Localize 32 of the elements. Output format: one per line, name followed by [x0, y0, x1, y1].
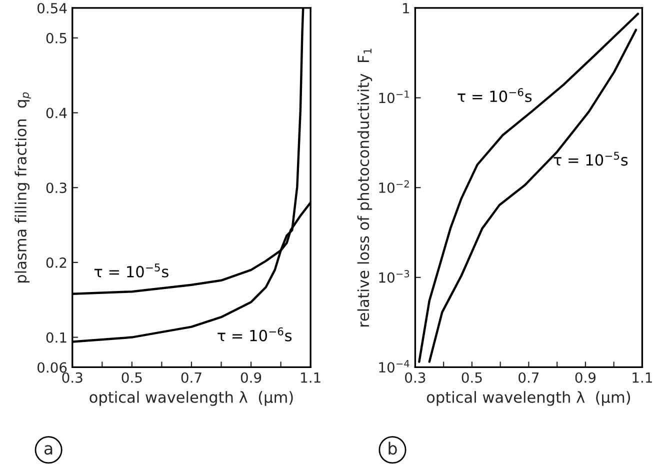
- x-tick-label: 0.3: [62, 372, 82, 383]
- x-tick-label: 0.5: [462, 372, 482, 383]
- series-label: τ = 10$^{−6}$s: [458, 88, 532, 102]
- y-tick-label: 0.5: [46, 32, 66, 44]
- x-tick-label: 0.5: [122, 372, 142, 383]
- x-axis-title: optical wavelength λ (µm): [426, 391, 630, 406]
- text: b: [388, 442, 397, 455]
- y-tick-label: 0.4: [46, 108, 67, 118]
- y-tick-label: 0.06: [38, 362, 67, 373]
- x-tick-label: 0.9: [240, 372, 262, 383]
- series-label: τ = 10$^{−5}$s: [554, 152, 628, 166]
- y-tick-label: 0.2: [46, 257, 66, 268]
- y-tick-label: 0.54: [38, 2, 67, 14]
- series-label: τ = 10$^{−6}$s: [218, 327, 292, 342]
- y-tick-label: 1: [403, 3, 410, 14]
- x-tick-label: 0.3: [405, 372, 426, 383]
- y-tick-label: 10$^{−3}$: [379, 270, 410, 283]
- x-tick-label: 0.9: [575, 372, 596, 383]
- series-label: τ = 10$^{−5}$s: [94, 264, 168, 278]
- x-axis-title: optical wavelength λ (µm): [90, 391, 293, 406]
- x-tick-label: 0.7: [518, 372, 539, 383]
- text: a: [44, 445, 52, 455]
- y-tick-label: 0.3: [46, 182, 66, 194]
- x-tick-label: 0.7: [181, 372, 202, 383]
- y-tick-label: 0.1: [46, 332, 66, 343]
- y-tick-label: 10$^{−2}$: [379, 180, 409, 193]
- y-tick-label: 10$^{−1}$: [379, 90, 409, 104]
- x-tick-label: 1.1: [632, 372, 652, 383]
- x-tick-label: 1.1: [301, 372, 320, 383]
- y-axis-title: plasma filling fraction q$_{p}$: [14, 92, 32, 282]
- y-tick-label: 10$^{−4}$: [379, 360, 410, 373]
- y-axis-title: relative loss of photoconductivity F$_{1}$: [357, 48, 372, 326]
